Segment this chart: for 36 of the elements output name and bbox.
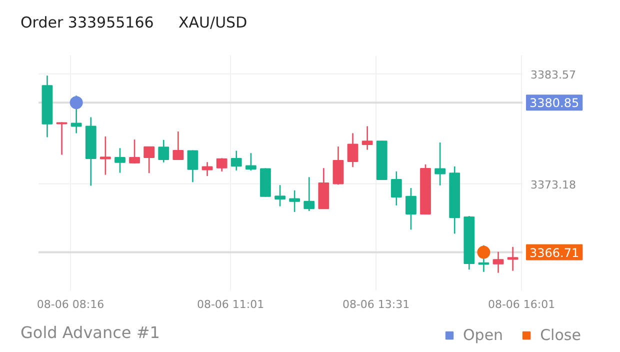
x-tick-label: 08-06 16:01	[488, 298, 556, 311]
ref-line-label: 3380.85	[530, 96, 580, 110]
legend-label: Open	[463, 326, 504, 344]
candlestick	[187, 150, 198, 183]
candlestick	[274, 184, 286, 207]
candlestick	[100, 136, 111, 176]
candlestick	[406, 187, 416, 230]
candlestick	[507, 246, 518, 272]
candlestick	[158, 139, 170, 164]
y-tick-label: 3373.18	[530, 178, 576, 192]
ref-line-label: 3366.71	[530, 246, 580, 260]
candlestick	[362, 126, 373, 150]
y-tick-label: 3383.57	[530, 68, 576, 82]
candlestick	[332, 146, 344, 186]
x-tick-label: 08-06 11:01	[196, 298, 264, 311]
candlestick	[230, 150, 242, 172]
candlestick	[172, 130, 184, 160]
candlestick	[114, 147, 126, 174]
x-tick-label: 08-06 13:31	[342, 298, 410, 311]
chart-subtitle: XAU/USD	[178, 14, 248, 32]
candlestick	[492, 251, 504, 274]
candlestick	[304, 176, 315, 212]
candlestick	[245, 152, 256, 172]
candlestick	[129, 138, 140, 164]
legend-label: Close	[540, 326, 581, 344]
candlestick	[70, 94, 82, 134]
candlestick	[216, 158, 228, 172]
candlestick	[144, 146, 155, 174]
chart-title: Order 333955166	[20, 14, 154, 32]
candlestick	[56, 122, 68, 156]
x-tick-label: 08-06 08:16	[36, 298, 104, 311]
candlestick	[390, 170, 402, 206]
candlestick	[434, 142, 446, 186]
text: Gold Advance #1	[20, 323, 160, 342]
candlestick	[347, 132, 358, 168]
candlestick	[289, 190, 300, 213]
